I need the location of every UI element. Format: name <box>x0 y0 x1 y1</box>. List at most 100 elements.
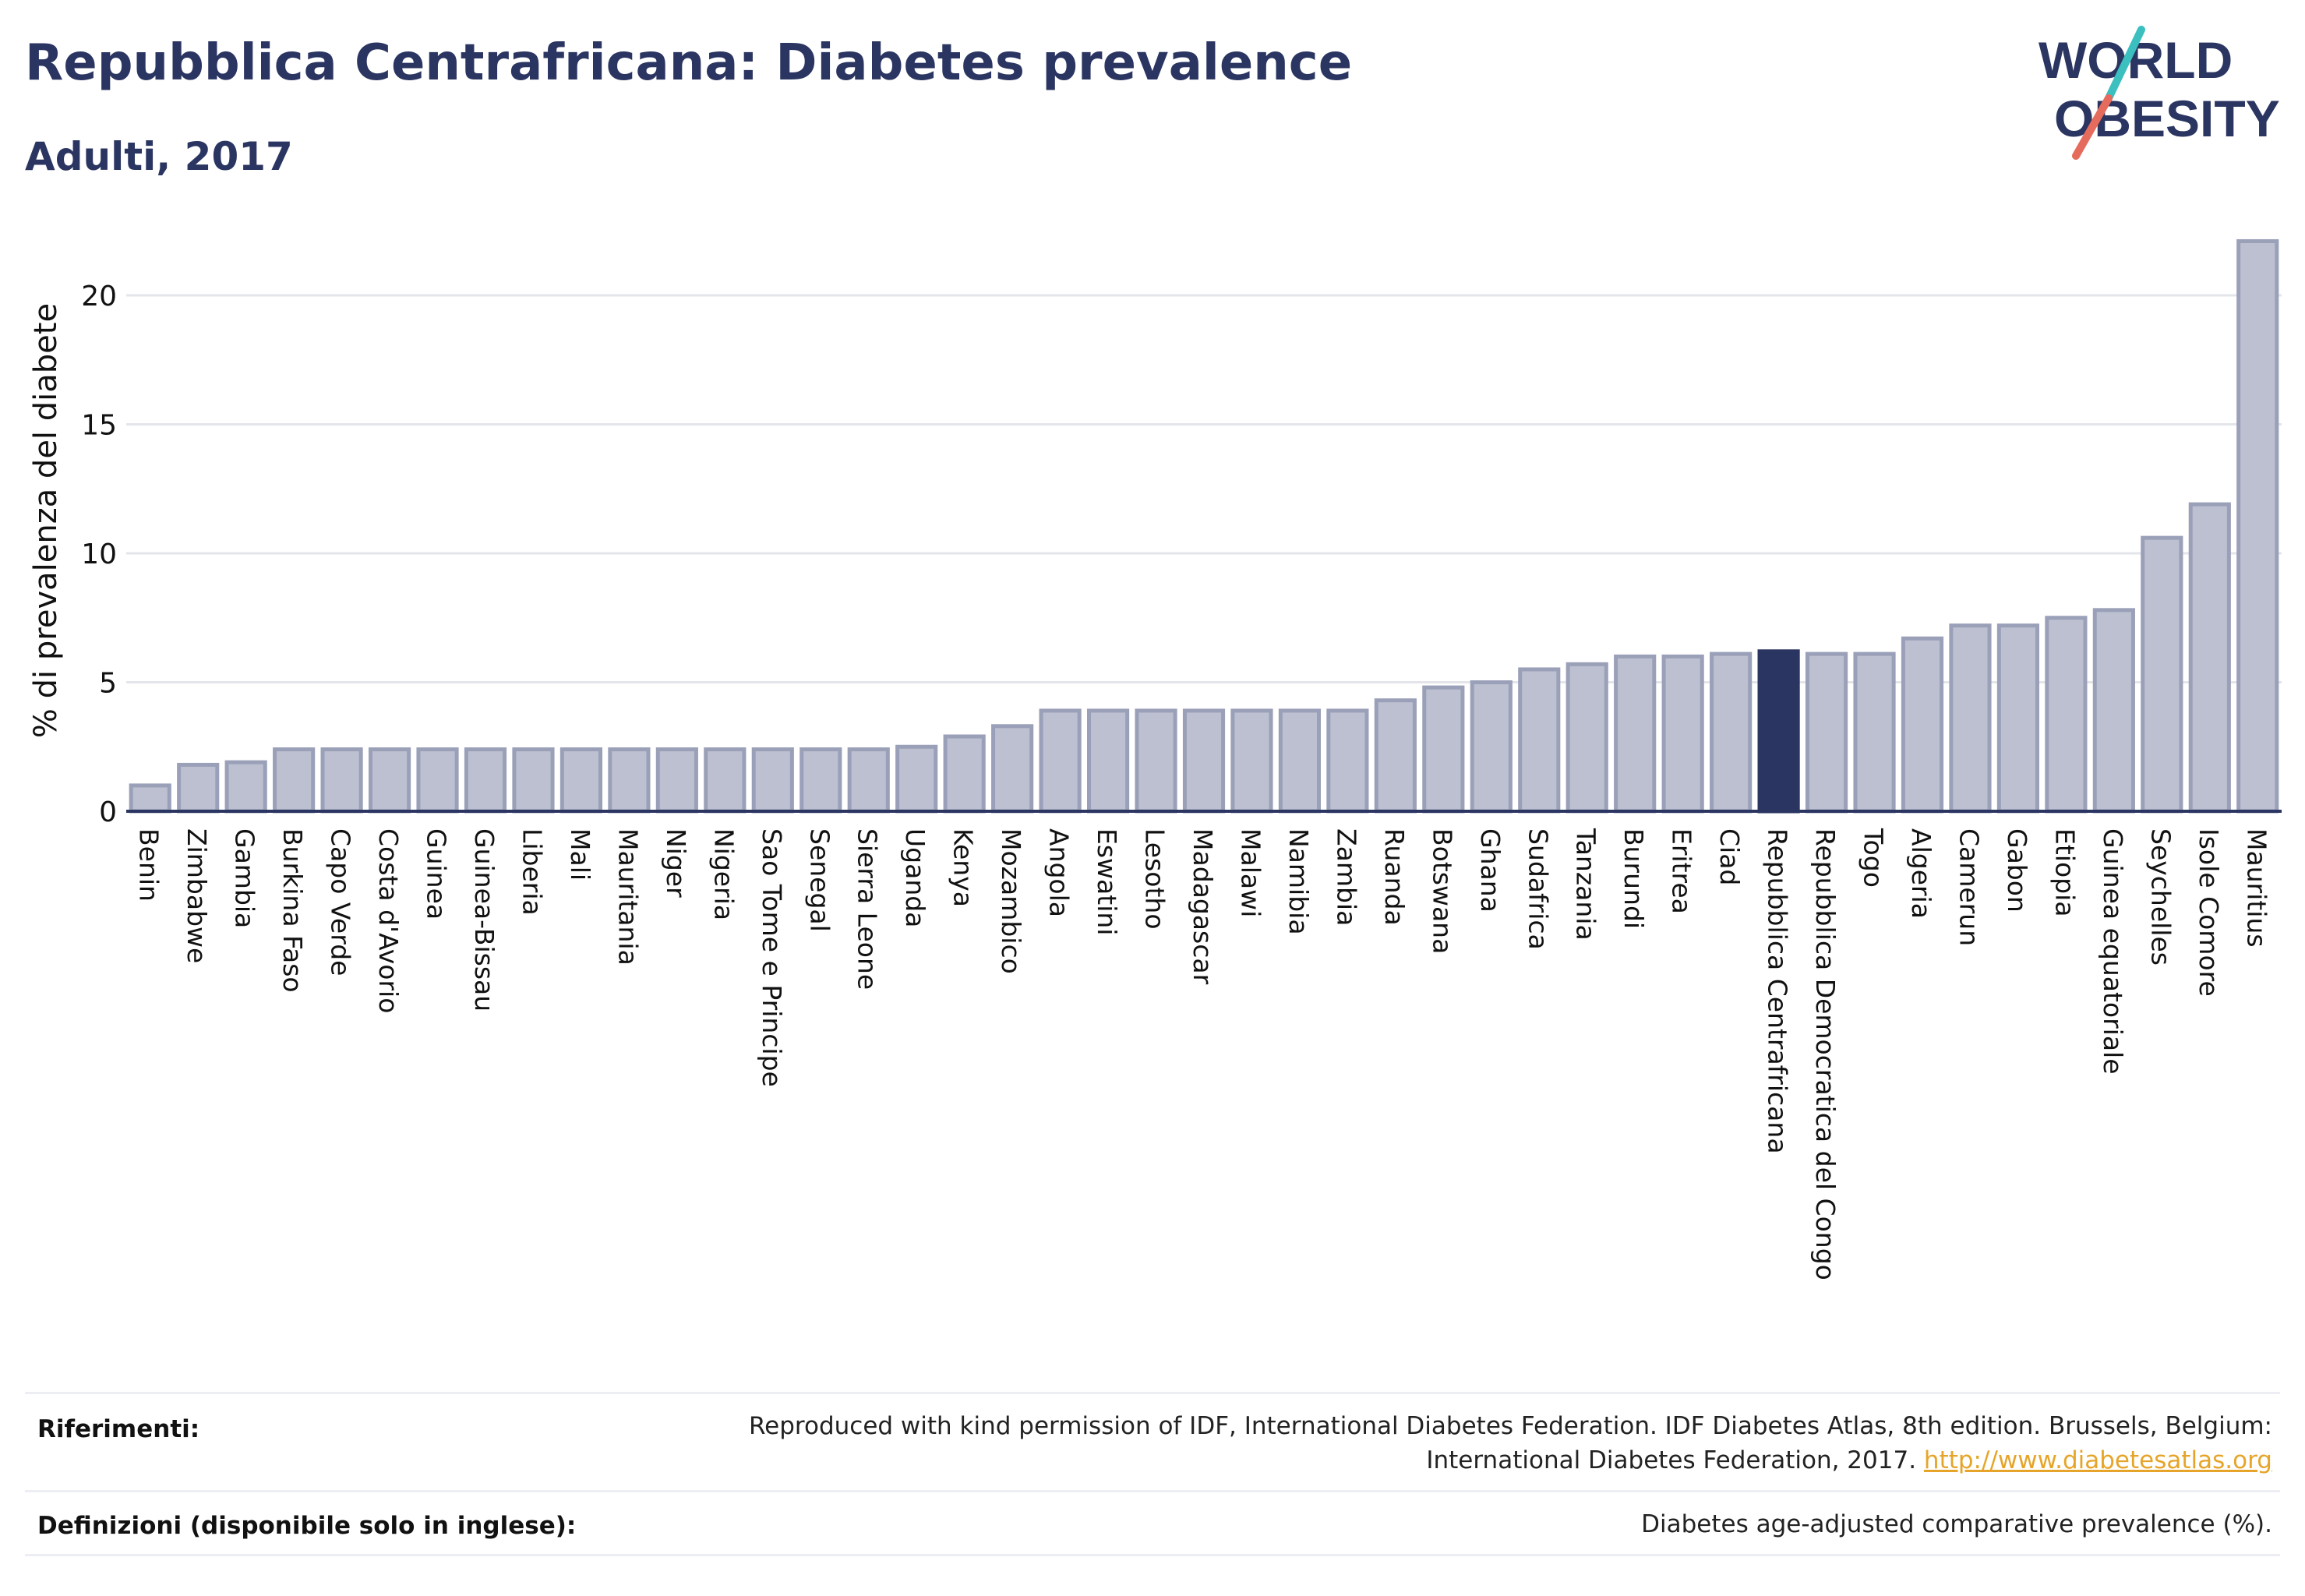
bar <box>1326 708 1369 814</box>
x-tick-label: Sao Tome e Principe <box>757 828 787 1087</box>
x-tick-label: Lesotho <box>1140 828 1170 930</box>
x-tick-label: Burkina Faso <box>277 828 308 993</box>
bar <box>1230 708 1273 814</box>
bar <box>1757 649 1800 814</box>
x-tick-label: Mozambico <box>996 828 1026 974</box>
world-obesity-logo: WORLD OBESITY <box>2038 26 2280 160</box>
footer-divider-mid <box>25 1490 2280 1492</box>
chart-title: Repubblica Centrafricana: Diabetes preva… <box>25 34 1353 92</box>
bars <box>129 238 2279 814</box>
bar <box>2141 535 2183 814</box>
bar-chart: 0 5 10 15 20 Benin Zimbabwe Gambia Burkina Faso C… <box>28 238 2282 1280</box>
bar <box>559 747 603 814</box>
x-tick-label: Liberia <box>517 828 547 916</box>
bar <box>1805 651 1848 814</box>
bar <box>129 783 171 814</box>
chart-subtitle: Adulti, 2017 <box>25 134 293 179</box>
definitions-text: Diabetes age-adjusted comparative preval… <box>1641 1510 2272 1538</box>
logo-line2: OBESITY <box>2054 90 2280 147</box>
y-tick-label: 20 <box>81 281 117 312</box>
bar <box>655 747 698 814</box>
x-tick-label: Senegal <box>804 828 835 932</box>
y-axis-label: % di prevalenza del diabete <box>28 303 64 738</box>
bar <box>895 744 938 814</box>
bar <box>512 747 555 814</box>
x-tick-label: Ruanda <box>1379 828 1410 926</box>
x-tick-label: Eritrea <box>1667 828 1697 914</box>
x-tick-label: Kenya <box>948 828 979 907</box>
x-tick-label: Gabon <box>2002 828 2032 913</box>
footer-divider-top <box>25 1392 2280 1394</box>
bar <box>224 760 267 814</box>
bar <box>1901 636 1944 814</box>
x-tick-label: Gambia <box>230 828 260 928</box>
bar <box>1614 654 1657 814</box>
bar <box>320 747 363 814</box>
bar <box>1518 667 1561 814</box>
x-tick-label: Repubblica Centrafricana <box>1763 828 1793 1154</box>
x-tick-label: Zambia <box>1331 828 1361 926</box>
bar <box>1565 662 1608 814</box>
bar <box>1039 708 1082 814</box>
bar <box>2045 616 2088 814</box>
y-tick-label: 15 <box>81 410 117 442</box>
bar <box>273 747 316 814</box>
x-tick-label: Mauritius <box>2241 828 2271 948</box>
bar <box>1710 651 1753 814</box>
x-tick-label: Isole Comore <box>2194 828 2224 997</box>
y-tick-label: 5 <box>99 668 117 700</box>
x-tick-label: Ciad <box>1714 828 1745 885</box>
x-tick-label: Ghana <box>1475 828 1505 913</box>
x-tick-label: Guinea equatoriale <box>2098 828 2128 1075</box>
bar <box>2092 608 2135 814</box>
x-tick-label: Capo Verde <box>326 828 356 976</box>
x-tick-label: Guinea-Bissau <box>469 828 499 1012</box>
bar <box>464 747 507 814</box>
references-text: Reproduced with kind permission of IDF, … <box>749 1409 2272 1478</box>
bar <box>2188 502 2231 814</box>
bar <box>1661 654 1704 814</box>
bar <box>2236 238 2279 814</box>
x-tick-label: Burundi <box>1618 828 1649 929</box>
x-tick-label: Camerun <box>1954 828 1984 946</box>
x-tick-label: Benin <box>134 828 164 902</box>
references-line1: Reproduced with kind permission of IDF, … <box>749 1412 2272 1440</box>
x-tick-label: Repubblica Democratica del Congo <box>1810 828 1841 1280</box>
references-line2-text: International Diabetes Federation, 2017. <box>1426 1446 1917 1474</box>
bar <box>1086 708 1130 814</box>
logo-slash-coral <box>2072 94 2113 160</box>
x-tick-label: Angola <box>1044 828 1075 917</box>
bar <box>751 747 794 814</box>
bar <box>1853 651 1896 814</box>
bar <box>1996 623 2040 814</box>
footer-divider-bottom <box>25 1554 2280 1556</box>
x-tick-label: Togo <box>1858 828 1889 888</box>
x-tick-label: Mauritania <box>612 828 643 966</box>
definitions-label: Definizioni (disponibile solo in inglese… <box>37 1512 577 1540</box>
x-tick-label: Namibia <box>1283 828 1314 935</box>
y-tick-label: 10 <box>81 538 117 570</box>
x-tick-label: Mali <box>565 828 595 881</box>
bar <box>991 724 1034 814</box>
x-tick-label: Etiopia <box>2049 828 2080 917</box>
x-tick-label: Nigeria <box>708 828 739 920</box>
bar <box>1182 708 1226 814</box>
diabetes-atlas-link[interactable]: http://www.diabetesatlas.org <box>1923 1446 2272 1474</box>
y-tick-label: 0 <box>99 796 117 828</box>
x-tick-label: Algeria <box>1906 828 1936 919</box>
bar <box>847 747 890 814</box>
bar <box>800 747 842 814</box>
x-tick-label: Costa d'Avorio <box>373 828 404 1013</box>
references-line2: International Diabetes Federation, 2017.… <box>749 1443 2272 1478</box>
bar <box>943 734 986 814</box>
x-tick-label: Botswana <box>1427 828 1457 954</box>
bar <box>368 747 411 814</box>
x-tick-label: Sudafrica <box>1523 828 1553 950</box>
x-tick-label: Malawi <box>1235 828 1265 917</box>
x-tick-label: Niger <box>661 828 691 898</box>
bar <box>1374 698 1417 814</box>
x-tick-label: Uganda <box>900 828 930 927</box>
bar <box>704 747 747 814</box>
references-label: Riferimenti: <box>37 1415 200 1443</box>
axes: 0 5 10 15 20 Benin Zimbabwe Gambia Burkina Faso C… <box>81 281 2282 1280</box>
